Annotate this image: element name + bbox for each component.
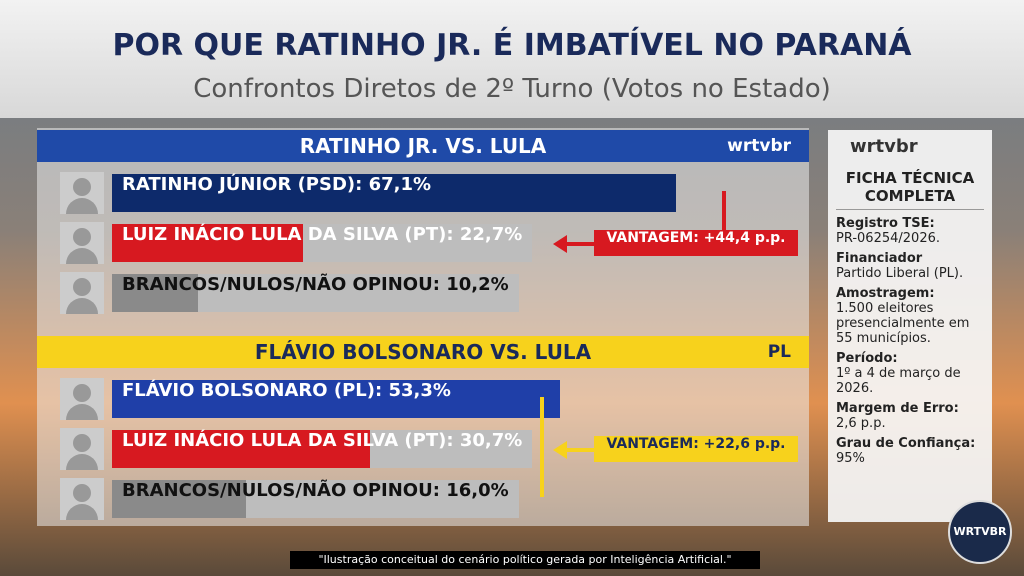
footer: "Ilustração conceitual do cenário políti…	[290, 551, 760, 569]
item-text: 1.500 eleitores presencialmente em 55 mu…	[836, 301, 970, 346]
annotation: VANTAGEM: +44,4 p.p.	[594, 230, 798, 256]
sidebar-title: FICHA TÉCNICA COMPLETA	[836, 169, 984, 210]
item-text: 95%	[836, 451, 865, 466]
photo	[60, 222, 104, 264]
bar-label: RATINHO JÚNIOR (PSD): 67,1%	[112, 174, 676, 212]
bar	[112, 224, 303, 262]
photo-head	[73, 178, 91, 196]
chart-title: FLÁVIO BOLSONARO VS. LULA	[254, 340, 592, 364]
badge: WRTVBR	[948, 500, 1012, 564]
subtitle: Confrontos Diretos de 2º Turno (Votos no…	[193, 74, 831, 104]
value-label: 16,0%	[446, 480, 509, 501]
bar	[112, 174, 676, 212]
bar-label: FLÁVIO BOLSONARO (PL): 53,3%	[112, 380, 560, 418]
photo-body	[66, 504, 98, 520]
sidebar-item: Período: 1º a 4 de março de 2026.	[836, 351, 984, 396]
category-label: LUIZ INÁCIO LULA DA SILVA (PT):	[122, 430, 454, 451]
category-label: FLÁVIO BOLSONARO (PL):	[122, 380, 383, 401]
value-label: 53,3%	[388, 380, 451, 401]
bar-label: BRANCOS/NULOS/NÃO OPINOU: 10,2%	[112, 274, 519, 312]
category-label: RATINHO JÚNIOR (PSD):	[122, 174, 363, 195]
sidebar-item: Registro TSE: PR-06254/2026.	[836, 216, 984, 246]
item-label: Registro TSE:	[836, 216, 935, 231]
value-label: 30,7%	[459, 430, 523, 451]
value-label: 22,7%	[459, 224, 523, 245]
sidebar-items: Registro TSE: PR-06254/2026. Financiador Pa…	[828, 216, 992, 466]
item-text: PR-06254/2026.	[836, 231, 940, 246]
bar	[112, 380, 560, 418]
bar	[112, 430, 370, 468]
chart-logo: wrtvbr	[727, 136, 791, 156]
bracket	[540, 397, 544, 497]
category-label: BRANCOS/NULOS/NÃO OPINOU:	[122, 480, 440, 501]
bar	[112, 274, 198, 312]
chart-header: FLÁVIO BOLSONARO VS. LULA PL	[37, 336, 809, 368]
arrow-line	[565, 448, 595, 452]
bracket	[722, 191, 726, 243]
sidebar-logo: wrtvbr	[850, 136, 918, 157]
item-label: Período:	[836, 351, 898, 366]
photo-head	[73, 278, 91, 296]
photo-body	[66, 404, 98, 420]
photo-body	[66, 198, 98, 214]
chart-header: RATINHO JR. VS. LULA wrtvbr	[37, 130, 809, 162]
arrow-head	[553, 235, 567, 253]
bar-label: LUIZ INÁCIO LULA DA SILVA (PT): 30,7%	[112, 430, 533, 468]
photo-body	[66, 454, 98, 470]
chart-title: RATINHO JR. VS. LULA	[299, 134, 547, 158]
photo	[60, 378, 104, 420]
item-label: Grau de Confiança:	[836, 436, 976, 451]
category-label: LUIZ INÁCIO LULA DA SILVA (PT):	[122, 224, 454, 245]
bar-label: BRANCOS/NULOS/NÃO OPINOU: 16,0%	[112, 480, 519, 518]
photo-body	[66, 298, 98, 314]
bar	[112, 480, 247, 518]
item-text: Partido Liberal (PL).	[836, 266, 964, 281]
sidebar-item: Amostragem: 1.500 eleitores presencialmen…	[836, 286, 984, 346]
item-text: 1º a 4 de março de 2026.	[836, 366, 961, 396]
item-text: 2,6 p.p.	[836, 416, 886, 431]
photo-head	[73, 228, 91, 246]
category-label: BRANCOS/NULOS/NÃO OPINOU:	[122, 274, 440, 295]
header	[0, 0, 1024, 118]
photo-head	[73, 384, 91, 402]
value-label: 10,2%	[446, 274, 509, 295]
photo	[60, 272, 104, 314]
annotation: VANTAGEM: +22,6 p.p.	[594, 436, 798, 462]
bar-label: LUIZ INÁCIO LULA DA SILVA (PT): 22,7%	[112, 224, 533, 262]
chart-logo: PL	[767, 342, 791, 362]
photo-head	[73, 484, 91, 502]
photo	[60, 428, 104, 470]
photo-body	[66, 248, 98, 264]
photo-head	[73, 434, 91, 452]
item-label: Margem de Erro:	[836, 401, 959, 416]
title: POR QUE RATINHO JR. É IMBATÍVEL NO PARAN…	[112, 28, 912, 63]
sidebar-item: Grau de Confiança: 95%	[836, 436, 984, 466]
value-label: 67,1%	[368, 174, 432, 195]
arrow-head	[553, 441, 567, 459]
photo	[60, 478, 104, 520]
sidebar-item: Margem de Erro: 2,6 p.p.	[836, 401, 984, 431]
sidebar-item: Financiador Partido Liberal (PL).	[836, 251, 984, 281]
item-label: Financiador	[836, 251, 923, 266]
item-label: Amostragem:	[836, 286, 935, 301]
sidebar: wrtvbr FICHA TÉCNICA COMPLETA Registro T…	[828, 130, 992, 522]
photo	[60, 172, 104, 214]
